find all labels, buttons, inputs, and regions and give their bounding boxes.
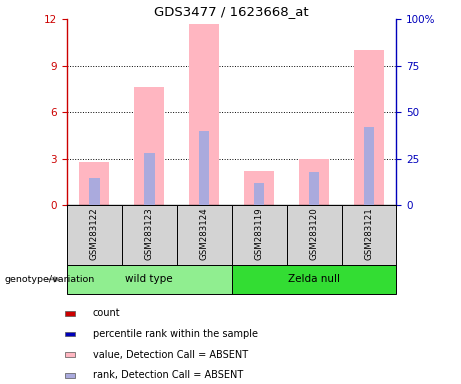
Text: GSM283119: GSM283119 — [254, 208, 264, 260]
Text: percentile rank within the sample: percentile rank within the sample — [93, 329, 258, 339]
Bar — [144, 153, 154, 205]
Bar — [199, 131, 209, 205]
Bar — [244, 171, 274, 205]
Bar — [65, 311, 75, 316]
Text: count: count — [93, 308, 120, 318]
Text: GSM283122: GSM283122 — [90, 208, 99, 260]
Bar — [354, 50, 384, 205]
Bar — [299, 159, 329, 205]
Bar — [189, 24, 219, 205]
Bar — [79, 162, 109, 205]
Bar — [231, 265, 396, 294]
Text: GSM283120: GSM283120 — [309, 208, 319, 260]
Bar — [89, 177, 100, 205]
Bar — [65, 331, 75, 336]
Bar — [65, 373, 75, 378]
Text: rank, Detection Call = ABSENT: rank, Detection Call = ABSENT — [93, 370, 243, 381]
Title: GDS3477 / 1623668_at: GDS3477 / 1623668_at — [154, 5, 309, 18]
Bar — [287, 205, 342, 265]
Bar — [67, 205, 122, 265]
Text: GSM283124: GSM283124 — [200, 208, 209, 260]
Bar — [122, 205, 177, 265]
Bar — [364, 127, 374, 205]
Text: GSM283123: GSM283123 — [145, 208, 154, 260]
Bar — [309, 172, 319, 205]
Bar — [65, 352, 75, 357]
Bar — [177, 205, 231, 265]
Bar — [254, 183, 265, 205]
Bar — [67, 265, 231, 294]
Bar — [231, 205, 287, 265]
Text: wild type: wild type — [125, 274, 173, 285]
Text: GSM283121: GSM283121 — [365, 208, 373, 260]
Bar — [342, 205, 396, 265]
Text: genotype/variation: genotype/variation — [5, 275, 95, 284]
Text: value, Detection Call = ABSENT: value, Detection Call = ABSENT — [93, 349, 248, 360]
Bar — [134, 88, 165, 205]
Text: Zelda null: Zelda null — [288, 274, 340, 285]
